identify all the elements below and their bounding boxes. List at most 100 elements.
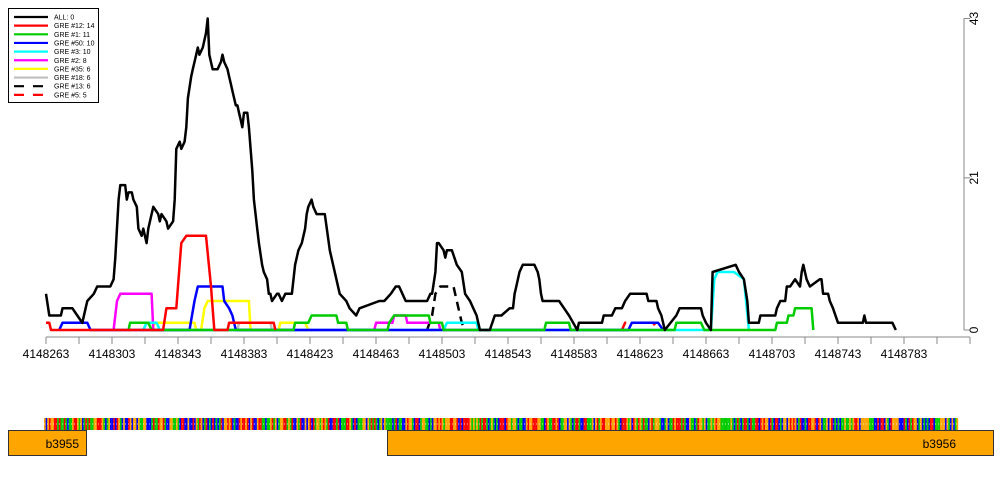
sequence-base (441, 418, 444, 430)
sequence-base (657, 418, 660, 430)
sequence-base (680, 418, 683, 430)
sequence-base (923, 418, 926, 430)
sequence-base (816, 418, 818, 430)
sequence-base (552, 418, 554, 430)
sequence-base (903, 418, 906, 430)
sequence-base (689, 418, 691, 430)
sequence-base (504, 418, 507, 430)
y-tick-label: 0 (967, 326, 981, 333)
sequence-base (921, 418, 924, 430)
sequence-base (867, 418, 870, 430)
sequence-base (395, 418, 398, 430)
sequence-base (369, 418, 371, 430)
sequence-base (261, 418, 264, 430)
sequence-base (218, 418, 221, 430)
sequence-base (911, 418, 914, 430)
sequence-base (656, 418, 658, 430)
sequence-base (948, 418, 950, 430)
sequence-base (707, 418, 710, 430)
sequence-base (595, 418, 597, 430)
series-line-8 (425, 285, 467, 331)
sequence-base (438, 418, 441, 430)
sequence-base (350, 418, 353, 430)
sequence-base (746, 418, 749, 430)
sequence-base (537, 418, 540, 430)
sequence-base (939, 418, 942, 430)
sequence-base (167, 418, 170, 430)
sequence-base (164, 418, 167, 430)
sequence-base (581, 418, 584, 430)
sequence-base (278, 418, 281, 430)
sequence-base (298, 418, 300, 430)
sequence-base (753, 418, 756, 430)
sequence-base (126, 418, 129, 430)
sequence-base (562, 418, 564, 430)
sequence-base (67, 418, 69, 430)
sequence-base (251, 418, 254, 430)
sequence-base (146, 418, 149, 430)
sequence-base (375, 418, 378, 430)
series-line-0 (44, 17, 897, 332)
sequence-base (435, 418, 437, 430)
gene-box-b3956[interactable] (387, 430, 994, 456)
sequence-base (725, 418, 728, 430)
sequence-base (372, 418, 375, 430)
x-tick-label: 4148623 (617, 347, 664, 361)
sequence-base (826, 418, 828, 430)
sequence-base (930, 418, 932, 430)
sequence-base (243, 418, 246, 430)
sequence-base (776, 418, 779, 430)
sequence-base (204, 418, 206, 430)
sequence-base (494, 418, 497, 430)
sequence-base (893, 418, 896, 430)
sequence-base (258, 418, 261, 430)
sequence-base (786, 418, 789, 430)
sequence-base (114, 418, 117, 430)
sequence-base (468, 418, 470, 430)
sequence-base (332, 418, 335, 430)
sequence-base (540, 418, 543, 430)
sequence-base (639, 418, 642, 430)
sequence-base (86, 418, 89, 430)
sequence-base (722, 418, 724, 430)
x-tick-label: 4148543 (485, 347, 532, 361)
sequence-base (720, 418, 723, 430)
sequence-base (75, 418, 78, 430)
sequence-base (558, 418, 561, 430)
sequence-base (279, 418, 282, 430)
sequence-base (329, 418, 332, 430)
sequence-base (507, 418, 510, 430)
gene-box-b3955[interactable] (8, 430, 87, 456)
sequence-base (359, 418, 361, 430)
sequence-base (860, 418, 863, 430)
sequence-base (213, 418, 216, 430)
sequence-base (344, 418, 347, 430)
sequence-base (821, 418, 823, 430)
sequence-base (603, 418, 606, 430)
sequence-base (189, 418, 191, 430)
sequence-base (515, 418, 518, 430)
sequence-base (246, 418, 249, 430)
sequence-base (265, 418, 267, 430)
sequence-base (459, 418, 462, 430)
sequence-base (98, 418, 101, 430)
x-tick-label: 4148583 (551, 347, 598, 361)
sequence-base (129, 418, 132, 430)
sequence-base (690, 418, 693, 430)
legend-label: GRE #3: 10 (54, 49, 91, 56)
sequence-base (47, 418, 50, 430)
sequence-base (149, 418, 152, 430)
sequence-base (180, 418, 183, 430)
sequence-base (331, 418, 333, 430)
sequence-base (855, 418, 858, 430)
sequence-base (446, 418, 449, 430)
sequence-base (392, 418, 394, 430)
sequence-base (807, 418, 810, 430)
sequence-base (423, 418, 426, 430)
x-tick-label: 4148423 (287, 347, 334, 361)
sequence-base (593, 418, 596, 430)
sequence-base (608, 418, 611, 430)
sequence-base (644, 418, 647, 430)
sequence-base (588, 418, 591, 430)
sequence-base (900, 418, 903, 430)
